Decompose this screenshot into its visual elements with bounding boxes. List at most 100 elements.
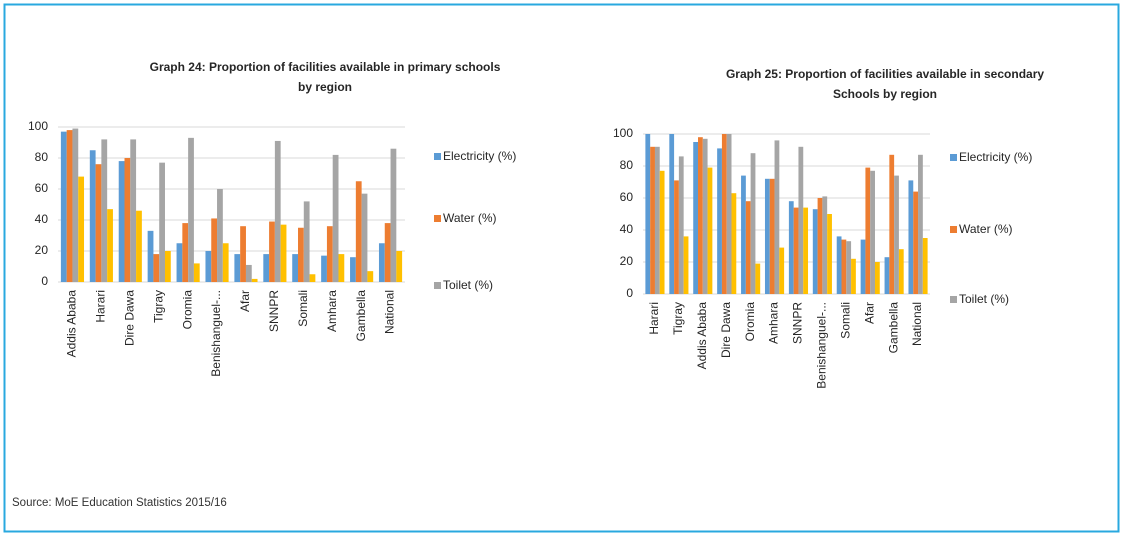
bar xyxy=(922,238,928,294)
chart-title: Schools by region xyxy=(833,87,937,101)
x-tick-label: Oromia xyxy=(743,302,757,342)
y-tick-label: 80 xyxy=(35,150,49,164)
bar xyxy=(60,131,67,282)
legend-label: Electricity (%) xyxy=(959,150,1032,164)
y-tick-label: 60 xyxy=(620,190,634,204)
x-tick-label: Afar xyxy=(862,302,876,324)
bar xyxy=(913,191,919,294)
x-tick-label: Amhara xyxy=(767,302,781,344)
bar xyxy=(678,156,684,294)
bar xyxy=(865,167,871,294)
bar xyxy=(908,180,914,294)
x-tick-label: Tigray xyxy=(151,290,165,323)
bar xyxy=(332,154,339,282)
bar xyxy=(211,218,218,282)
x-tick-label: Somali xyxy=(838,302,852,339)
bar xyxy=(361,193,368,282)
x-tick-label: Afar xyxy=(238,290,252,312)
bar xyxy=(841,239,847,294)
legend-label: Water (%) xyxy=(443,211,497,225)
bar xyxy=(764,178,770,294)
x-tick-label: Benishanguel-... xyxy=(209,290,223,377)
bar xyxy=(378,243,385,282)
bar xyxy=(755,263,761,294)
bar xyxy=(870,170,875,294)
bar xyxy=(889,154,895,294)
bar xyxy=(860,239,866,294)
bar xyxy=(303,201,310,282)
bar xyxy=(803,207,809,294)
bar xyxy=(898,249,904,294)
bar xyxy=(193,263,200,282)
bar xyxy=(367,271,374,282)
bar xyxy=(702,138,708,294)
bar xyxy=(251,278,258,282)
bar xyxy=(817,198,823,294)
x-tick-label: Oromia xyxy=(180,290,194,330)
bar xyxy=(851,258,856,294)
x-tick-label: Somali xyxy=(296,290,310,327)
bar xyxy=(788,201,794,294)
bar xyxy=(234,254,241,282)
y-tick-label: 100 xyxy=(613,126,633,140)
x-tick-label: Amhara xyxy=(325,290,339,332)
bar xyxy=(182,223,189,282)
bar xyxy=(124,158,131,282)
bar xyxy=(750,153,756,294)
bar xyxy=(721,134,727,294)
bar xyxy=(280,224,287,282)
bar xyxy=(774,140,780,294)
bar xyxy=(188,137,194,282)
bar xyxy=(72,128,79,282)
legend-label: Water (%) xyxy=(959,222,1013,236)
legend-swatch xyxy=(950,154,957,161)
bar xyxy=(205,251,212,282)
bar xyxy=(309,274,316,282)
bar xyxy=(136,210,142,282)
bar xyxy=(650,146,655,294)
legend-swatch xyxy=(950,296,957,303)
bar xyxy=(693,142,699,294)
bar xyxy=(101,139,108,282)
bar xyxy=(726,134,732,294)
bar xyxy=(707,167,713,294)
bar xyxy=(89,150,96,282)
x-tick-label: Addis Ababa xyxy=(695,302,709,370)
bar xyxy=(918,154,923,294)
source-note: Source: MoE Education Statistics 2015/16 xyxy=(12,497,227,509)
bar xyxy=(240,226,246,282)
bar xyxy=(274,140,281,282)
x-tick-label: Gambella xyxy=(886,302,900,354)
y-tick-label: 0 xyxy=(41,274,48,288)
chart-title: by region xyxy=(298,80,352,94)
bar xyxy=(130,139,137,282)
legend-label: Electricity (%) xyxy=(443,149,516,163)
x-tick-label: Benishanguel-... xyxy=(815,302,829,389)
bar xyxy=(669,134,675,294)
bar xyxy=(153,254,160,282)
bar xyxy=(95,164,102,282)
bar xyxy=(846,241,852,294)
bar xyxy=(269,221,275,282)
bar xyxy=(159,162,165,282)
chart-title: Graph 25: Proportion of facilities avail… xyxy=(726,67,1044,81)
x-tick-label: Dire Dawa xyxy=(719,302,733,358)
legend-label: Toilet (%) xyxy=(959,292,1009,306)
x-tick-label: SNNPR xyxy=(791,302,805,344)
bar xyxy=(645,134,651,294)
bar xyxy=(390,148,397,282)
y-tick-label: 80 xyxy=(620,158,634,172)
legend-swatch xyxy=(950,226,957,233)
x-tick-label: Harari xyxy=(647,302,661,335)
bar xyxy=(745,201,751,294)
bar xyxy=(894,175,899,294)
bar xyxy=(118,161,125,282)
bar xyxy=(874,262,880,294)
bar xyxy=(292,254,299,282)
y-tick-label: 40 xyxy=(620,222,634,236)
legend-swatch xyxy=(434,153,441,160)
frame xyxy=(3,3,1120,533)
bar xyxy=(222,243,229,282)
bar xyxy=(884,257,890,294)
